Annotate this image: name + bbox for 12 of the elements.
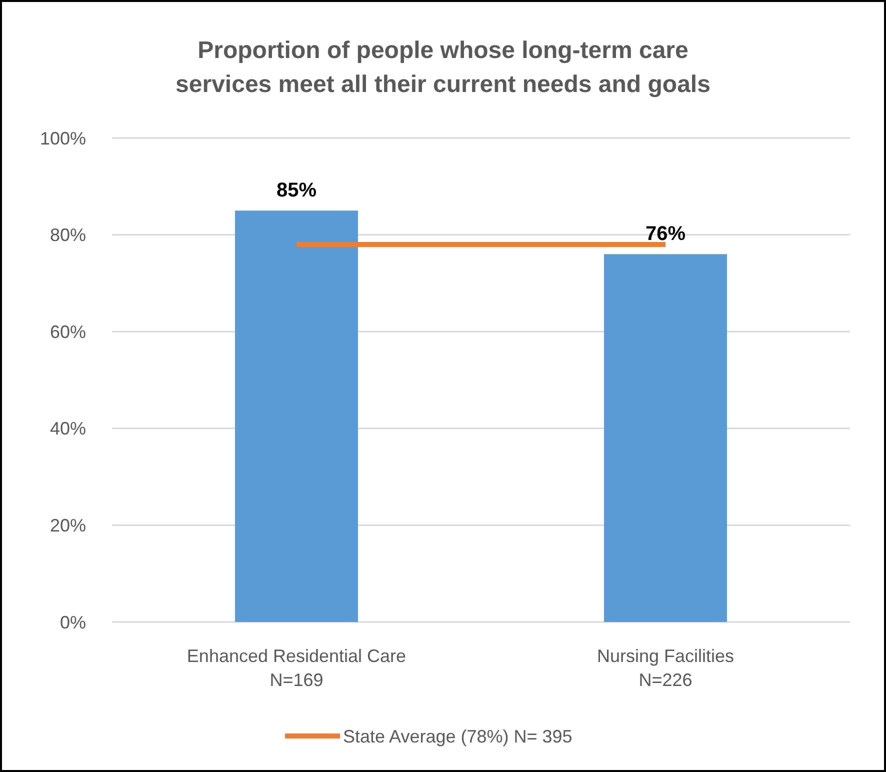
data-label: 76% [645,223,686,246]
data-label: 85% [276,180,317,202]
y-tick-label: 40% [50,418,86,439]
y-tick-label: 60% [50,322,86,342]
y-tick-label: 100% [40,128,86,148]
x-tick-label: Enhanced Residential Care N=169 [186,646,406,690]
legend-label: State Average (78%) N= 395 [343,726,572,746]
chart-title: Proportion of people whose long-term care services meet all their current needs and goals [176,37,710,98]
y-tick-label: 20% [50,516,86,536]
y-tick-label: 80% [50,225,86,246]
x-tick-label: Nursing Facilities N=226 [596,646,734,690]
y-tick-label: 0% [60,612,86,632]
